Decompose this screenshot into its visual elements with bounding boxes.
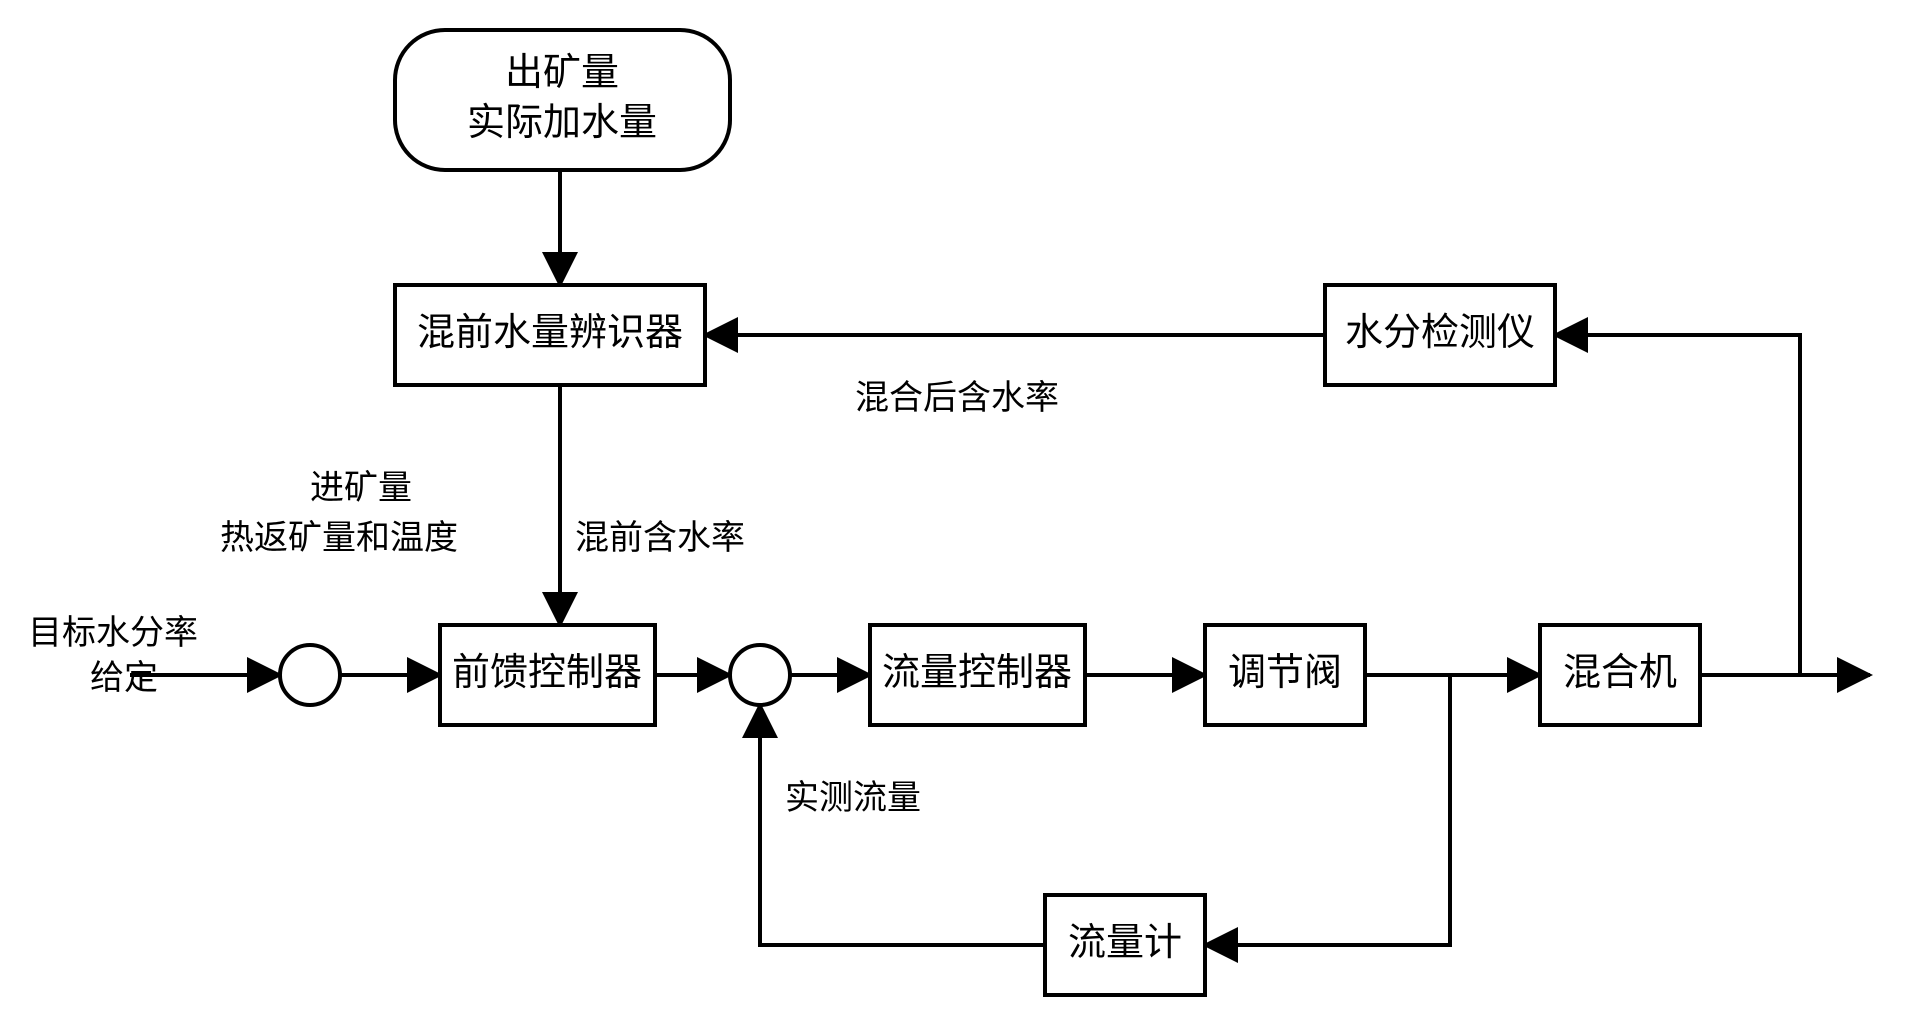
label-measured-flow: 实测流量	[785, 779, 921, 817]
node-input-top	[395, 30, 730, 170]
label-target-rate-2: 给定	[90, 659, 158, 697]
label-post-mix-moisture: 混合后含水率	[855, 379, 1059, 417]
node-input-top-line2: 实际加水量	[467, 102, 657, 144]
node-moisture-detector-label: 水分检测仪	[1345, 312, 1535, 354]
label-inflow-2: 热返矿量和温度	[220, 519, 458, 557]
node-flow-meter-label: 流量计	[1068, 922, 1182, 964]
node-sum1	[280, 645, 340, 705]
label-inflow-1: 进矿量	[310, 469, 412, 507]
node-valve-label: 调节阀	[1228, 652, 1342, 694]
node-sum2	[730, 645, 790, 705]
node-input-top-line1: 出矿量	[505, 52, 619, 94]
edges	[130, 170, 1870, 945]
flowchart-canvas: 出矿量 实际加水量 混前水量辨识器 水分检测仪 前馈控制器 流量控制器 调节阀 …	[0, 0, 1919, 1020]
label-target-rate-1: 目标水分率	[28, 614, 198, 652]
label-pre-mix-moisture: 混前含水率	[575, 519, 745, 557]
node-mixer-label: 混合机	[1563, 652, 1677, 694]
edge-flowmeter-sum2	[760, 705, 1045, 945]
node-feedforward-label: 前馈控制器	[452, 652, 642, 694]
node-flow-controller-label: 流量控制器	[882, 652, 1072, 694]
node-identifier-label: 混前水量辨识器	[417, 312, 683, 354]
